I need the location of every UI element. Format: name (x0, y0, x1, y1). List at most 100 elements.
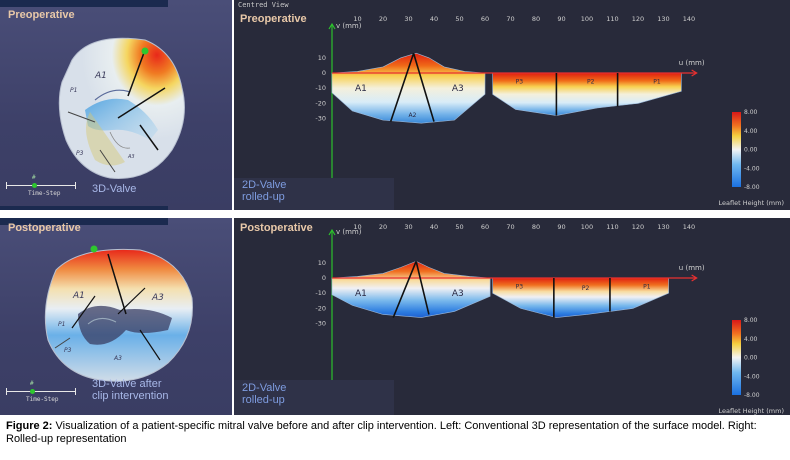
x-tick-label: 10 (353, 223, 361, 231)
postop-2d-label-line2: rolled-up (242, 394, 285, 406)
preop-2d-rolled-chart[interactable]: 10 20 30 40 50 60 70 80 90 100 110 120 130 140100-10-… (234, 0, 790, 210)
segment-divider (412, 53, 435, 122)
window-title: Centred View (238, 1, 289, 9)
colorbar (732, 112, 741, 187)
colorbar-tick-label: -4.00 (744, 373, 760, 380)
x-tick-label: 50 (455, 223, 463, 231)
segment-label: P3 (516, 284, 524, 291)
postop-time-step-slider[interactable]: # Time-Step (6, 380, 80, 403)
preop-3d-segment-a3: A3 (127, 154, 135, 160)
x-tick-label: 30 (404, 15, 412, 23)
colorbar-tick-label: 4.00 (744, 336, 758, 343)
x-tick-label: 80 (532, 15, 540, 23)
segment-label: A3 (452, 84, 464, 94)
y-tick-label: -20 (315, 99, 326, 107)
segment-label: A2 (409, 112, 417, 119)
preop-2d-label-box (234, 178, 394, 210)
time-marker: # (32, 174, 36, 181)
preop-2d-label-line1: 2D-Valve (242, 179, 287, 191)
x-tick-label: 60 (481, 223, 489, 231)
slider-tick-right (75, 182, 76, 189)
u-axis-arrow (691, 274, 698, 282)
x-tick-label: 90 (557, 15, 565, 23)
preop-3d-view-label: 3D-Valve (92, 183, 137, 195)
segment-label: A1 (355, 289, 367, 299)
x-tick-label: 80 (532, 223, 540, 231)
v-axis-arrow (328, 22, 336, 30)
colorbar (732, 320, 741, 395)
panel-header-bar (0, 0, 168, 7)
slider-tick-right (75, 388, 76, 395)
x-tick-label: 40 (430, 15, 438, 23)
figure-caption: Figure 2: Visualization of a patient-spe… (6, 420, 786, 446)
x-tick-label: 100 (581, 223, 593, 231)
y-tick-label: -30 (315, 115, 326, 123)
preop-3d-segment-p3: P3 (76, 150, 84, 157)
preop-3d-marker[interactable] (141, 47, 149, 55)
v-axis-arrow (328, 228, 336, 236)
colorbar-title: Leaflet Height (mm) (719, 407, 785, 415)
panel-header-bar (0, 218, 168, 225)
slider-tick-left (6, 182, 7, 189)
postop-3d-title: Postoperative (8, 222, 81, 234)
preop-2d-title: Preoperative (240, 13, 307, 25)
preop-time-step-slider[interactable]: # Time-Step (6, 174, 80, 197)
slider-track[interactable] (6, 391, 76, 392)
preop-3d-valve-model[interactable]: A1 P1 P3 A3 (0, 0, 232, 210)
y-tick-label: 10 (318, 259, 326, 267)
preop-3d-panel: Preoperative A1 P1 P3 A3 (0, 0, 232, 210)
x-tick-label: 140 (683, 223, 695, 231)
y-tick-label: -20 (315, 304, 326, 312)
postop-3d-panel: Postoperative A1 A3 P1 P3 A3 # (0, 218, 232, 415)
segment-divider (389, 52, 415, 122)
x-tick-label: 50 (455, 15, 463, 23)
x-tick-label: 110 (606, 15, 618, 23)
x-tick-label: 60 (481, 15, 489, 23)
slider-handle[interactable] (32, 183, 37, 188)
colorbar-tick-label: 0.00 (744, 147, 758, 154)
x-tick-label: 130 (657, 223, 669, 231)
x-tick-label: 70 (506, 223, 514, 231)
slider-tick-left (6, 388, 7, 395)
postop-3d-marker[interactable] (90, 245, 98, 253)
preop-3d-segment-p1: P1 (70, 87, 77, 94)
colorbar-tick-label: -8.00 (744, 184, 760, 191)
x-tick-label: 20 (379, 15, 387, 23)
x-tick-label: 140 (683, 15, 695, 23)
v-axis-label: v (mm) (336, 22, 362, 30)
slider-handle[interactable] (30, 389, 35, 394)
x-tick-label: 120 (632, 223, 644, 231)
preop-3d-title: Preoperative (8, 9, 75, 21)
postop-2d-label-line1: 2D-Valve (242, 382, 287, 394)
segment-label: P2 (587, 79, 595, 86)
postop-3d-valve-model[interactable]: A1 A3 P1 P3 A3 (0, 218, 232, 415)
caption-text: Visualization of a patient-specific mitr… (6, 420, 757, 445)
postop-3d-view-label-line2: clip intervention (92, 390, 169, 402)
postop-3d-segment-a1: A1 (72, 291, 85, 301)
leaflet-surface (331, 260, 491, 318)
u-axis-arrow (691, 69, 698, 77)
segment-divider (415, 261, 430, 315)
slider-track[interactable] (6, 185, 76, 186)
colorbar-tick-label: -4.00 (744, 165, 760, 172)
panel-separator (0, 210, 790, 218)
postop-2d-rolled-chart[interactable]: 10 20 30 40 50 60 70 80 90 100 110 120 130 140100-10-… (234, 218, 790, 415)
y-tick-label: -10 (315, 289, 326, 297)
u-axis-label: u (mm) (679, 59, 705, 67)
time-step-label: Time-Step (28, 190, 61, 197)
postop-3d-segment-a3-lower: A3 (113, 355, 122, 362)
y-tick-label: -10 (315, 84, 326, 92)
colorbar-tick-label: 0.00 (744, 355, 758, 362)
y-tick-label: 0 (322, 274, 326, 282)
x-tick-label: 10 (353, 15, 361, 23)
postop-3d-segment-a3: A3 (151, 293, 164, 303)
preop-2d-label-line2: rolled-up (242, 191, 285, 203)
segment-label: P2 (582, 285, 590, 292)
colorbar-tick-label: 4.00 (744, 128, 758, 135)
u-axis-label: u (mm) (679, 264, 705, 272)
panel-footer-bar (0, 206, 168, 210)
x-tick-label: 90 (557, 223, 565, 231)
colorbar-tick-label: -8.00 (744, 392, 760, 399)
postop-3d-segment-p3: P3 (64, 347, 72, 354)
time-step-label: Time-Step (26, 396, 59, 403)
